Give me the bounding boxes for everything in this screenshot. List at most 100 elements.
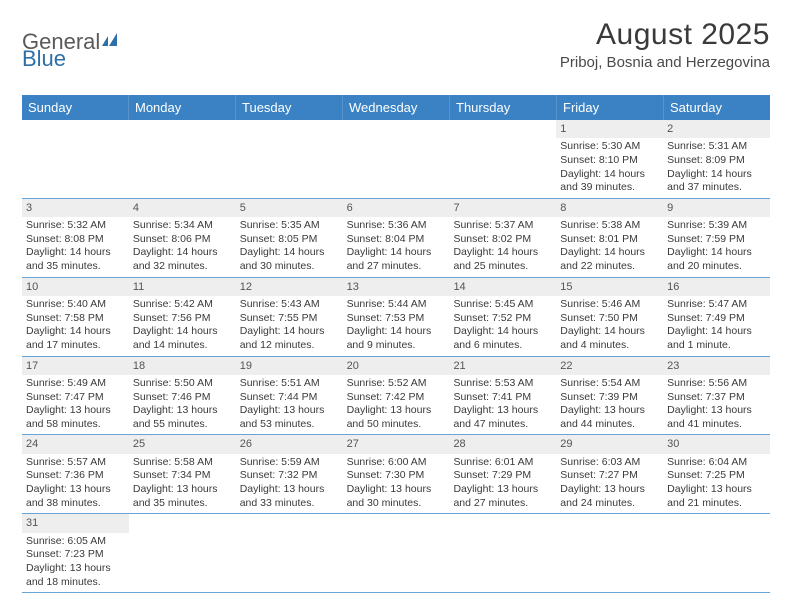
day-details: Sunrise: 5:51 AMSunset: 7:44 PMDaylight:… — [236, 375, 343, 435]
header: General August 2025 Priboj, Bosnia and H… — [22, 18, 770, 71]
day-cell: . — [449, 120, 556, 198]
day-details: Sunrise: 5:36 AMSunset: 8:04 PMDaylight:… — [343, 217, 450, 277]
day-cell: 1Sunrise: 5:30 AMSunset: 8:10 PMDaylight… — [556, 120, 663, 198]
day-number: 16 — [663, 278, 770, 296]
day-cell: 21Sunrise: 5:53 AMSunset: 7:41 PMDayligh… — [449, 357, 556, 435]
dow-cell: Wednesday — [343, 95, 450, 120]
day-cell: 29Sunrise: 6:03 AMSunset: 7:27 PMDayligh… — [556, 435, 663, 513]
day-number: 6 — [343, 199, 450, 217]
day-details: Sunrise: 6:04 AMSunset: 7:25 PMDaylight:… — [663, 454, 770, 514]
day-cell: 16Sunrise: 5:47 AMSunset: 7:49 PMDayligh… — [663, 278, 770, 356]
day-of-week-header: SundayMondayTuesdayWednesdayThursdayFrid… — [22, 95, 770, 120]
day-number: 31 — [22, 514, 129, 532]
day-number: 20 — [343, 357, 450, 375]
day-cell: 9Sunrise: 5:39 AMSunset: 7:59 PMDaylight… — [663, 199, 770, 277]
day-details: Sunrise: 5:42 AMSunset: 7:56 PMDaylight:… — [129, 296, 236, 356]
day-number: 19 — [236, 357, 343, 375]
day-number: 9 — [663, 199, 770, 217]
day-cell: 3Sunrise: 5:32 AMSunset: 8:08 PMDaylight… — [22, 199, 129, 277]
day-cell: . — [343, 514, 450, 592]
day-details: Sunrise: 5:47 AMSunset: 7:49 PMDaylight:… — [663, 296, 770, 356]
day-number: 15 — [556, 278, 663, 296]
day-cell: 18Sunrise: 5:50 AMSunset: 7:46 PMDayligh… — [129, 357, 236, 435]
week-row: 3Sunrise: 5:32 AMSunset: 8:08 PMDaylight… — [22, 199, 770, 278]
day-details: Sunrise: 5:30 AMSunset: 8:10 PMDaylight:… — [556, 138, 663, 198]
day-details: Sunrise: 6:05 AMSunset: 7:23 PMDaylight:… — [22, 533, 129, 593]
day-details: Sunrise: 5:35 AMSunset: 8:05 PMDaylight:… — [236, 217, 343, 277]
day-details: Sunrise: 5:58 AMSunset: 7:34 PMDaylight:… — [129, 454, 236, 514]
day-cell: 24Sunrise: 5:57 AMSunset: 7:36 PMDayligh… — [22, 435, 129, 513]
day-cell: 27Sunrise: 6:00 AMSunset: 7:30 PMDayligh… — [343, 435, 450, 513]
day-cell: 8Sunrise: 5:38 AMSunset: 8:01 PMDaylight… — [556, 199, 663, 277]
day-details: Sunrise: 6:00 AMSunset: 7:30 PMDaylight:… — [343, 454, 450, 514]
day-number: 2 — [663, 120, 770, 138]
dow-cell: Friday — [557, 95, 664, 120]
day-cell: 15Sunrise: 5:46 AMSunset: 7:50 PMDayligh… — [556, 278, 663, 356]
day-cell: . — [449, 514, 556, 592]
day-details: Sunrise: 5:52 AMSunset: 7:42 PMDaylight:… — [343, 375, 450, 435]
day-details: Sunrise: 5:45 AMSunset: 7:52 PMDaylight:… — [449, 296, 556, 356]
day-number: 7 — [449, 199, 556, 217]
day-details: Sunrise: 5:44 AMSunset: 7:53 PMDaylight:… — [343, 296, 450, 356]
day-number: 18 — [129, 357, 236, 375]
day-number: 23 — [663, 357, 770, 375]
day-cell: 14Sunrise: 5:45 AMSunset: 7:52 PMDayligh… — [449, 278, 556, 356]
day-cell: 20Sunrise: 5:52 AMSunset: 7:42 PMDayligh… — [343, 357, 450, 435]
day-number: 11 — [129, 278, 236, 296]
day-number: 3 — [22, 199, 129, 217]
day-number: 26 — [236, 435, 343, 453]
day-cell: . — [236, 514, 343, 592]
day-details: Sunrise: 6:01 AMSunset: 7:29 PMDaylight:… — [449, 454, 556, 514]
day-cell: . — [343, 120, 450, 198]
day-number: 17 — [22, 357, 129, 375]
page-subtitle: Priboj, Bosnia and Herzegovina — [560, 54, 770, 71]
day-cell: 11Sunrise: 5:42 AMSunset: 7:56 PMDayligh… — [129, 278, 236, 356]
day-details: Sunrise: 5:37 AMSunset: 8:02 PMDaylight:… — [449, 217, 556, 277]
day-number: 14 — [449, 278, 556, 296]
day-number: 13 — [343, 278, 450, 296]
day-number: 21 — [449, 357, 556, 375]
day-details: Sunrise: 6:03 AMSunset: 7:27 PMDaylight:… — [556, 454, 663, 514]
day-cell: 26Sunrise: 5:59 AMSunset: 7:32 PMDayligh… — [236, 435, 343, 513]
day-cell: . — [556, 514, 663, 592]
calendar: SundayMondayTuesdayWednesdayThursdayFrid… — [22, 95, 770, 593]
day-number: 12 — [236, 278, 343, 296]
day-cell: 22Sunrise: 5:54 AMSunset: 7:39 PMDayligh… — [556, 357, 663, 435]
day-cell: 28Sunrise: 6:01 AMSunset: 7:29 PMDayligh… — [449, 435, 556, 513]
day-number: 27 — [343, 435, 450, 453]
day-number: 24 — [22, 435, 129, 453]
day-number: 8 — [556, 199, 663, 217]
day-details: Sunrise: 5:43 AMSunset: 7:55 PMDaylight:… — [236, 296, 343, 356]
day-number: 5 — [236, 199, 343, 217]
day-number: 28 — [449, 435, 556, 453]
day-details: Sunrise: 5:32 AMSunset: 8:08 PMDaylight:… — [22, 217, 129, 277]
day-number: 4 — [129, 199, 236, 217]
day-cell: 17Sunrise: 5:49 AMSunset: 7:47 PMDayligh… — [22, 357, 129, 435]
day-details: Sunrise: 5:59 AMSunset: 7:32 PMDaylight:… — [236, 454, 343, 514]
day-cell: 13Sunrise: 5:44 AMSunset: 7:53 PMDayligh… — [343, 278, 450, 356]
day-cell: 23Sunrise: 5:56 AMSunset: 7:37 PMDayligh… — [663, 357, 770, 435]
week-row: 24Sunrise: 5:57 AMSunset: 7:36 PMDayligh… — [22, 435, 770, 514]
logo-text-2: Blue — [22, 46, 66, 72]
day-number: 10 — [22, 278, 129, 296]
dow-cell: Sunday — [22, 95, 129, 120]
dow-cell: Tuesday — [236, 95, 343, 120]
day-details: Sunrise: 5:39 AMSunset: 7:59 PMDaylight:… — [663, 217, 770, 277]
day-number: 29 — [556, 435, 663, 453]
day-cell: 10Sunrise: 5:40 AMSunset: 7:58 PMDayligh… — [22, 278, 129, 356]
day-cell: 30Sunrise: 6:04 AMSunset: 7:25 PMDayligh… — [663, 435, 770, 513]
day-cell: 2Sunrise: 5:31 AMSunset: 8:09 PMDaylight… — [663, 120, 770, 198]
day-number: 1 — [556, 120, 663, 138]
day-cell: 31Sunrise: 6:05 AMSunset: 7:23 PMDayligh… — [22, 514, 129, 592]
day-cell: 7Sunrise: 5:37 AMSunset: 8:02 PMDaylight… — [449, 199, 556, 277]
day-number: 22 — [556, 357, 663, 375]
day-details: Sunrise: 5:57 AMSunset: 7:36 PMDaylight:… — [22, 454, 129, 514]
day-details: Sunrise: 5:50 AMSunset: 7:46 PMDaylight:… — [129, 375, 236, 435]
day-number: 30 — [663, 435, 770, 453]
day-details: Sunrise: 5:31 AMSunset: 8:09 PMDaylight:… — [663, 138, 770, 198]
day-cell: . — [22, 120, 129, 198]
day-cell: 25Sunrise: 5:58 AMSunset: 7:34 PMDayligh… — [129, 435, 236, 513]
dow-cell: Saturday — [664, 95, 770, 120]
day-cell: . — [663, 514, 770, 592]
day-cell: 4Sunrise: 5:34 AMSunset: 8:06 PMDaylight… — [129, 199, 236, 277]
